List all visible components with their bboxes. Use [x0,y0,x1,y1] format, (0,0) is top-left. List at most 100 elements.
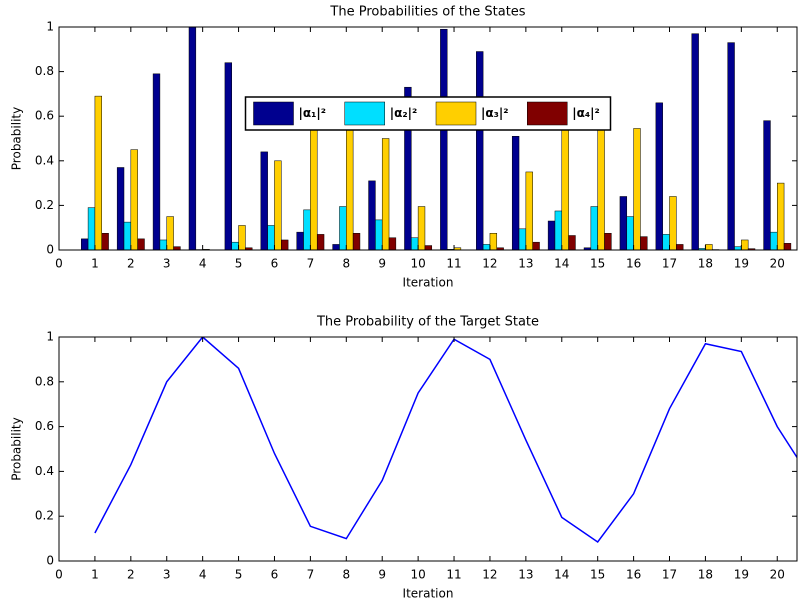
legend-swatch [527,101,568,126]
bar [101,233,109,251]
legend-label: |α₃|² [481,106,509,120]
x-tick-label: 14 [554,568,569,582]
bar [590,206,598,251]
x-tick-label: 7 [307,257,315,271]
x-tick-label: 10 [410,257,425,271]
axes-frame [58,336,798,562]
x-tick-label: 5 [235,568,243,582]
y-axis-label: Probability [10,417,24,480]
legend-label: |α₄|² [572,106,600,120]
x-tick-label: 20 [770,257,785,271]
x-tick-label: 15 [590,568,605,582]
x-tick-label: 0 [55,257,63,271]
bar [482,244,491,251]
bar [130,149,138,251]
bar [388,237,397,251]
bar [81,238,89,251]
bar [339,206,347,251]
bar [776,182,785,251]
bar [417,206,426,251]
x-tick-label: 18 [698,568,713,582]
y-axis-label: Probability [10,107,24,170]
y-tick-label: 0.6 [35,419,54,433]
bar [424,245,433,251]
y-tick-label: 0.8 [35,374,54,388]
x-tick-label: 4 [199,568,207,582]
y-tick-label: 0 [46,243,54,257]
x-axis-label: Iteration [403,587,454,601]
bar [381,138,390,251]
legend-label: |α₁|² [299,106,327,120]
axes-background [59,337,797,561]
x-tick-label: 10 [410,568,425,582]
bar [411,237,419,251]
legend: |α₁|² |α₂|² |α₃|² |α₄|² [244,96,612,131]
bar [518,228,527,251]
bar [440,28,448,251]
x-tick-label: 13 [518,568,533,582]
y-tick-label: 0 [46,554,54,568]
x-tick-label: 3 [163,257,171,271]
bar [267,225,275,251]
bar [727,42,735,251]
bar [303,209,311,251]
bar [705,244,713,251]
bar [568,235,576,251]
bar [123,221,132,251]
bar [525,171,533,251]
bar [116,167,125,251]
y-tick-label: 1 [46,330,54,344]
bar [137,238,145,251]
bar [669,196,677,251]
x-tick-label: 9 [378,257,386,271]
y-tick-label: 1 [46,20,54,34]
y-tick-label: 0.8 [35,64,54,78]
y-tick-label: 0.6 [35,109,54,123]
bar [260,151,268,251]
x-tick-label: 14 [554,257,569,271]
x-tick-label: 5 [235,257,243,271]
x-tick-label: 12 [482,568,497,582]
x-tick-label: 1 [91,568,99,582]
chart-title: The Probabilities of the States [329,5,525,20]
x-tick-label: 8 [342,257,350,271]
bar [87,207,96,251]
x-tick-label: 12 [482,257,497,271]
bar [691,33,699,251]
x-tick-label: 11 [446,568,461,582]
bar [238,225,246,251]
legend-swatch [344,101,385,126]
bar [296,231,304,251]
y-tick-label: 0.4 [35,464,54,478]
bar [676,244,684,251]
bar [511,136,520,251]
bar [368,180,376,251]
bar [734,246,742,251]
bar [332,244,340,251]
bar [281,239,289,251]
x-tick-label: 13 [518,257,533,271]
bar [152,73,161,251]
bar [532,241,540,251]
bar [770,231,778,251]
x-tick-label: 19 [734,568,749,582]
x-tick-label: 11 [446,257,461,271]
x-tick-label: 6 [271,568,279,582]
x-tick-label: 9 [378,568,386,582]
bar [619,196,628,251]
legend-swatch [253,101,294,126]
x-tick-label: 17 [662,257,677,271]
bar [352,233,361,251]
x-tick-label: 16 [626,257,641,271]
bar [655,102,663,251]
x-tick-label: 6 [271,257,279,271]
y-tick-label: 0.2 [35,198,54,212]
axes: The Probabilities of the States Iteration… [10,5,798,290]
bar [741,239,749,251]
x-tick-label: 18 [698,257,713,271]
legend-label: |α₂|² [390,106,418,120]
x-tick-label: 3 [163,568,171,582]
bar [476,51,484,251]
bar [783,243,792,251]
